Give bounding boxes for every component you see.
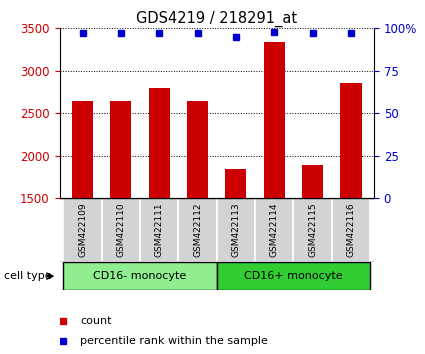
Text: GSM422109: GSM422109 [78,203,87,257]
Bar [187,101,208,198]
Text: GSM422112: GSM422112 [193,203,202,257]
Bar [255,198,293,262]
Bar [217,198,255,262]
Bar [63,262,217,290]
Bar [293,198,332,262]
Text: GSM422110: GSM422110 [116,203,125,257]
Bar [110,101,131,198]
Text: GSM422114: GSM422114 [270,203,279,257]
Bar [63,198,102,262]
Bar [72,101,93,198]
Bar [178,198,217,262]
Bar [217,262,370,290]
Bar [149,88,170,198]
Bar [264,42,285,198]
Text: GSM422116: GSM422116 [346,203,355,257]
Text: count: count [80,316,111,326]
Text: CD16+ monocyte: CD16+ monocyte [244,271,343,281]
Bar [302,165,323,198]
Text: GSM422115: GSM422115 [308,203,317,257]
Text: CD16- monocyte: CD16- monocyte [94,271,187,281]
Bar [225,169,246,198]
Text: GSM422113: GSM422113 [232,203,241,257]
Title: GDS4219 / 218291_at: GDS4219 / 218291_at [136,11,298,27]
Bar [102,198,140,262]
Text: percentile rank within the sample: percentile rank within the sample [80,336,268,346]
Text: GSM422111: GSM422111 [155,203,164,257]
Bar [332,198,370,262]
Bar [340,83,362,198]
Text: cell type: cell type [4,271,52,281]
Bar [140,198,178,262]
